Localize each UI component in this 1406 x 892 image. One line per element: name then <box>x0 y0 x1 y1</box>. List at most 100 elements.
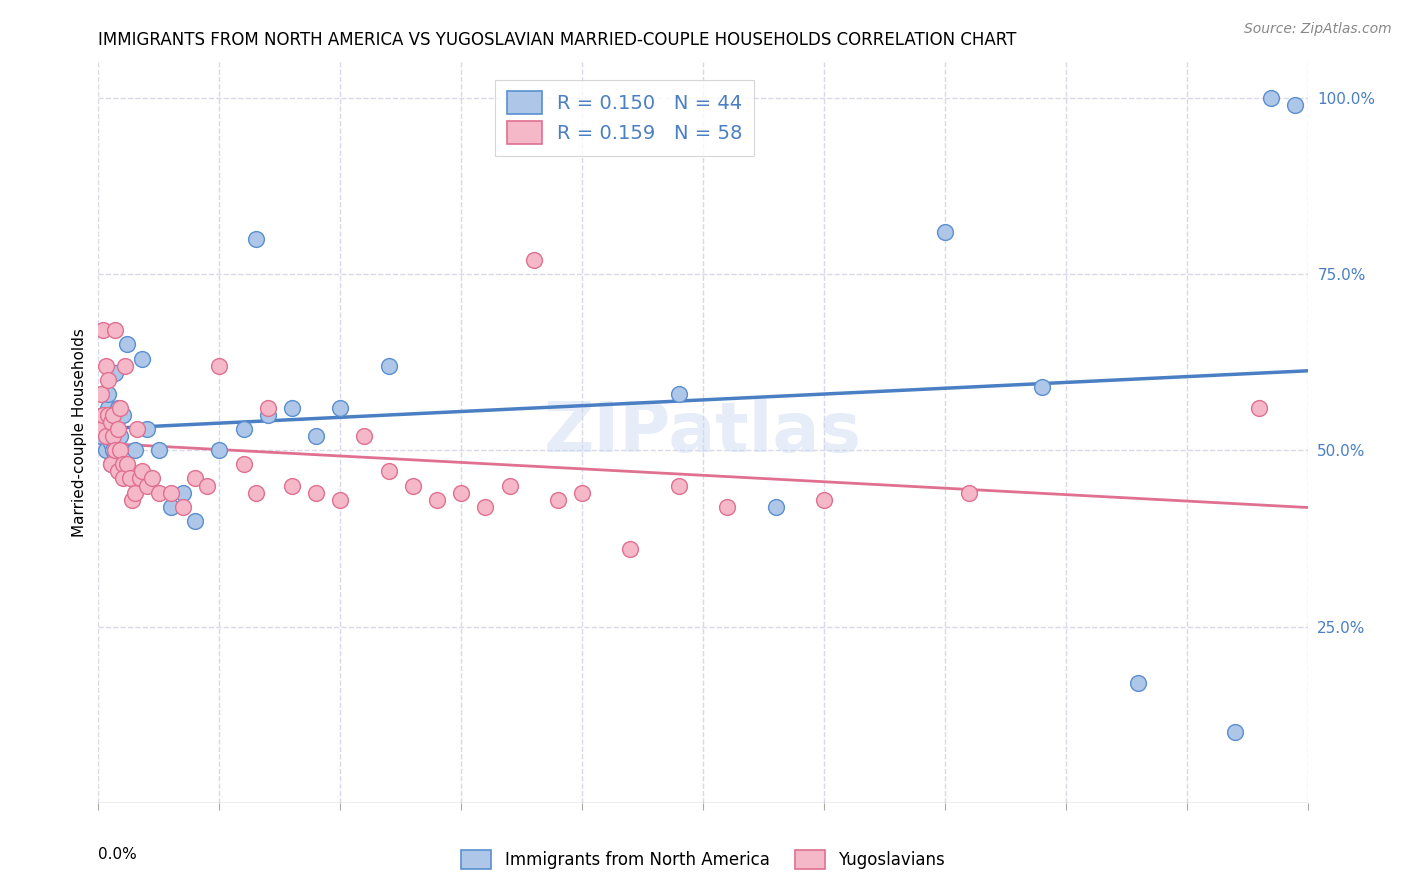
Point <box>1249 401 1271 415</box>
Point <box>108 443 131 458</box>
Point <box>450 485 472 500</box>
Point <box>1128 676 1150 690</box>
Point <box>184 471 207 485</box>
Point <box>172 485 194 500</box>
Point <box>160 485 183 500</box>
Point <box>619 541 641 556</box>
Point <box>91 408 114 422</box>
Point <box>474 500 496 514</box>
Point <box>124 485 146 500</box>
Point <box>90 415 112 429</box>
Point <box>111 471 134 485</box>
Legend: Immigrants from North America, Yugoslavians: Immigrants from North America, Yugoslavi… <box>454 843 952 876</box>
Point <box>101 422 124 436</box>
Point <box>117 458 139 472</box>
Point <box>111 408 134 422</box>
Point <box>100 429 122 443</box>
Point <box>97 373 120 387</box>
Point <box>90 429 112 443</box>
Y-axis label: Married-couple Households: Married-couple Households <box>72 328 87 537</box>
Point <box>107 464 129 478</box>
Point <box>402 478 425 492</box>
Text: IMMIGRANTS FROM NORTH AMERICA VS YUGOSLAVIAN MARRIED-COUPLE HOUSEHOLDS CORRELATI: IMMIGRANTS FROM NORTH AMERICA VS YUGOSLA… <box>98 31 1017 49</box>
Point <box>94 359 117 373</box>
Point <box>108 429 131 443</box>
Point <box>118 471 141 485</box>
Point <box>97 408 120 422</box>
Point <box>91 408 114 422</box>
Point <box>148 443 170 458</box>
Point <box>148 485 170 500</box>
Point <box>131 464 153 478</box>
Point <box>101 408 124 422</box>
Point <box>100 415 122 429</box>
Point <box>101 429 124 443</box>
Point <box>104 443 127 458</box>
Point <box>377 464 399 478</box>
Point <box>94 408 117 422</box>
Point <box>107 443 129 458</box>
Point <box>160 500 183 514</box>
Text: Source: ZipAtlas.com: Source: ZipAtlas.com <box>1244 22 1392 37</box>
Point <box>107 401 129 415</box>
Point <box>668 478 690 492</box>
Point <box>91 323 114 337</box>
Point <box>377 359 399 373</box>
Point <box>135 478 157 492</box>
Point <box>114 359 136 373</box>
Point <box>547 492 569 507</box>
Point <box>131 351 153 366</box>
Point <box>329 401 352 415</box>
Point <box>426 492 449 507</box>
Point <box>305 429 328 443</box>
Point <box>117 337 139 351</box>
Point <box>100 458 122 472</box>
Point <box>101 443 124 458</box>
Point <box>184 514 207 528</box>
Point <box>245 232 267 246</box>
Point <box>100 436 122 450</box>
Point <box>571 485 593 500</box>
Point <box>124 443 146 458</box>
Point <box>256 401 278 415</box>
Point <box>104 323 127 337</box>
Point <box>108 401 131 415</box>
Point <box>281 478 304 492</box>
Point <box>934 225 956 239</box>
Point <box>329 492 352 507</box>
Point <box>232 422 254 436</box>
Point <box>128 471 150 485</box>
Point <box>1223 725 1246 739</box>
Point <box>523 252 546 267</box>
Point <box>107 422 129 436</box>
Point <box>172 500 194 514</box>
Point <box>716 500 738 514</box>
Point <box>1284 97 1306 112</box>
Point <box>208 359 231 373</box>
Point <box>135 422 157 436</box>
Point <box>1031 380 1053 394</box>
Point <box>813 492 835 507</box>
Point <box>668 387 690 401</box>
Point <box>141 471 163 485</box>
Point <box>256 408 278 422</box>
Point <box>281 401 304 415</box>
Point <box>305 485 328 500</box>
Point <box>353 429 375 443</box>
Point <box>104 450 127 465</box>
Point <box>111 458 134 472</box>
Point <box>1260 91 1282 105</box>
Point <box>121 492 143 507</box>
Point <box>97 401 120 415</box>
Point <box>100 458 122 472</box>
Text: 0.0%: 0.0% <box>98 847 138 863</box>
Text: ZIPatlas: ZIPatlas <box>544 399 862 467</box>
Point <box>94 443 117 458</box>
Point <box>91 422 114 436</box>
Point <box>232 458 254 472</box>
Point <box>245 485 267 500</box>
Point <box>94 422 117 436</box>
Point <box>90 387 112 401</box>
Point <box>765 500 787 514</box>
Point <box>127 422 149 436</box>
